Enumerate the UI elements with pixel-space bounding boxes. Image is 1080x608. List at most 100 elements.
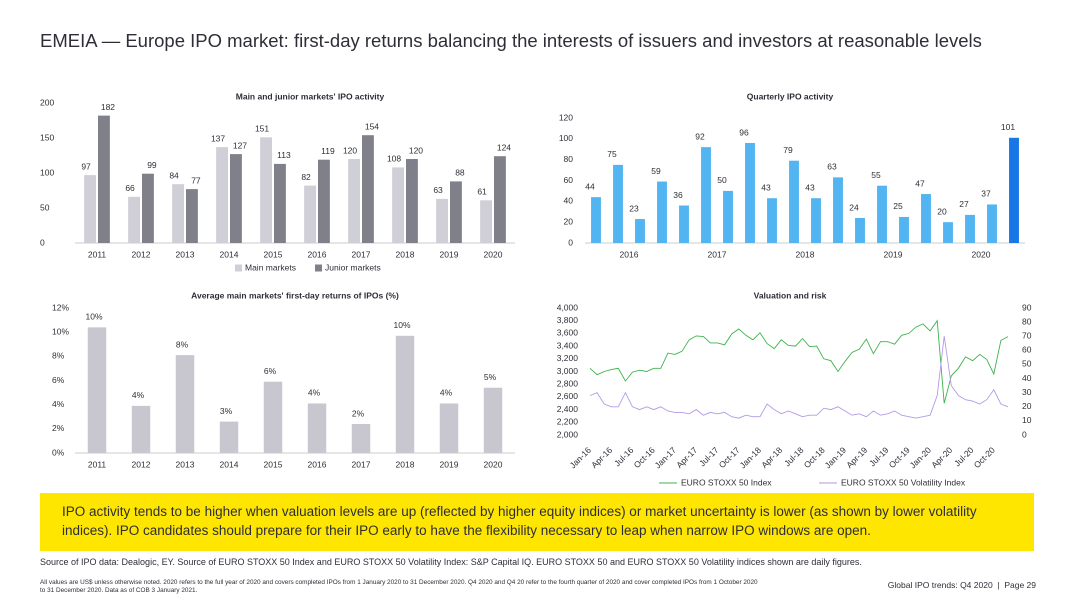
value-label: 75: [607, 149, 617, 159]
x-tick-label: Apr-17: [674, 445, 699, 470]
bar: [260, 137, 272, 243]
legend-swatch: [235, 264, 242, 272]
y-tick-label: 150: [40, 132, 54, 142]
bar: [899, 216, 909, 243]
bar: [811, 198, 821, 243]
x-tick-label: 2015: [264, 459, 283, 469]
bar: [494, 156, 506, 243]
value-label: 4%: [308, 388, 321, 398]
bar: [406, 159, 418, 243]
bar: [789, 160, 799, 243]
y-tick-label: 3,800: [557, 315, 579, 325]
value-label: 8%: [176, 339, 189, 349]
bar: [128, 196, 140, 243]
y-tick-label: 50: [40, 202, 50, 212]
legend-label: EURO STOXX 50 Volatility Index: [841, 477, 966, 487]
value-label: 43: [761, 182, 771, 192]
bar: [943, 222, 953, 243]
y2-tick-label: 10: [1022, 415, 1032, 425]
bar: [351, 424, 371, 453]
x-tick-label: 2016: [620, 249, 639, 259]
chart-title: Average main markets' first-day returns …: [191, 290, 399, 300]
bar: [219, 421, 239, 453]
x-tick-label: Oct-20: [972, 445, 997, 470]
value-label: 36: [673, 190, 683, 200]
x-tick-label: Apr-16: [589, 445, 614, 470]
bar: [304, 185, 316, 243]
value-label: 79: [783, 145, 793, 155]
y-tick-label: 60: [564, 175, 574, 185]
value-label: 2%: [352, 408, 365, 418]
chart-title: Main and junior markets' IPO activity: [236, 91, 385, 101]
x-tick-label: 2018: [396, 459, 415, 469]
y2-tick-label: 0: [1022, 429, 1027, 439]
x-tick-label: 2016: [308, 459, 327, 469]
x-tick-label: 2016: [308, 249, 327, 259]
bar: [657, 181, 667, 243]
value-label: 20: [937, 206, 947, 216]
chart-title: Valuation and risk: [754, 290, 827, 300]
bar: [216, 147, 228, 243]
bar: [921, 194, 931, 243]
line-series: [589, 336, 1009, 419]
x-tick-label: Jan-17: [653, 445, 679, 471]
bar: [263, 381, 283, 453]
bar: [362, 135, 374, 243]
bar: [87, 327, 107, 453]
value-label: 63: [827, 162, 837, 172]
y-tick-label: 100: [40, 167, 54, 177]
bar: [767, 198, 777, 243]
bar: [98, 115, 110, 243]
bar: [450, 181, 462, 243]
value-label: 61: [477, 187, 487, 197]
bar: [307, 403, 327, 453]
y-tick-label: 3,000: [557, 366, 579, 376]
x-tick-label: 2017: [352, 249, 371, 259]
value-label: 119: [321, 146, 335, 156]
y2-tick-label: 50: [1022, 359, 1032, 369]
legend-label: EURO STOXX 50 Index: [681, 477, 772, 487]
y-tick-label: 80: [564, 154, 574, 164]
value-label: 113: [277, 150, 291, 160]
x-tick-label: 2011: [88, 249, 107, 259]
bar: [613, 164, 623, 243]
footer: Global IPO trends: Q4 2020 | Page 29: [887, 580, 1036, 590]
bar: [230, 154, 242, 243]
value-label: 101: [1001, 122, 1015, 132]
y-tick-label: 0: [40, 237, 45, 247]
value-label: 55: [871, 170, 881, 180]
value-label: 23: [629, 203, 639, 213]
bar: [745, 143, 755, 243]
x-tick-label: Oct-18: [802, 445, 827, 470]
value-label: 108: [387, 154, 401, 164]
y-tick-label: 0%: [52, 447, 65, 457]
bar: [142, 173, 154, 243]
x-tick-label: 2018: [396, 249, 415, 259]
y-tick-label: 0: [568, 237, 573, 247]
value-label: 4%: [440, 388, 453, 398]
value-label: 120: [343, 145, 357, 155]
value-label: 59: [651, 166, 661, 176]
y-tick-label: 3,400: [557, 340, 579, 350]
x-tick-label: 2013: [176, 459, 195, 469]
x-tick-label: Oct-16: [632, 445, 657, 470]
bar: [439, 403, 459, 453]
y-tick-label: 120: [559, 112, 573, 122]
value-label: 66: [125, 183, 135, 193]
bar: [392, 167, 404, 243]
value-label: 96: [739, 127, 749, 137]
value-label: 127: [233, 140, 247, 150]
y-tick-label: 4,000: [557, 302, 579, 312]
y-tick-label: 10%: [52, 326, 69, 336]
y-tick-label: 8%: [52, 351, 65, 361]
bar: [274, 163, 286, 243]
value-label: 10%: [85, 312, 102, 322]
y2-tick-label: 40: [1022, 373, 1032, 383]
bar: [175, 355, 195, 453]
y-tick-label: 12%: [52, 302, 69, 312]
x-tick-label: 2017: [708, 249, 727, 259]
value-label: 50: [717, 175, 727, 185]
bar: [1009, 137, 1019, 243]
bar: [436, 198, 448, 243]
charts: Main and junior markets' IPO activity 0 50…: [40, 91, 1032, 487]
